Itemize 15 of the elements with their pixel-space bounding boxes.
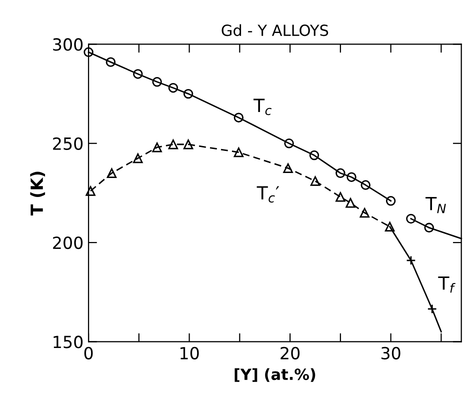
x-tick-label: 0 xyxy=(84,346,93,360)
y-tick-label: 300 xyxy=(53,38,83,51)
series-label: T$_{N}$ xyxy=(426,196,446,214)
y-tick-label: 200 xyxy=(53,236,83,250)
x-tick-label: 30 xyxy=(381,346,400,360)
series-label: T$_{c}$ xyxy=(254,98,272,116)
x-tick-label: 10 xyxy=(180,346,199,360)
chart-title: Gd - Y ALLOYS xyxy=(222,24,328,36)
y-tick-label: 150 xyxy=(54,336,83,348)
series-label: T$_{f}$ xyxy=(438,276,456,293)
y-axis-title: T (K) xyxy=(30,172,46,216)
x-axis-title: [Y] (at.%) xyxy=(234,368,316,382)
y-tick-label: 250 xyxy=(53,137,83,150)
x-tick-label: 20 xyxy=(280,346,300,360)
series-label: T$_{c}$′ xyxy=(256,186,280,203)
